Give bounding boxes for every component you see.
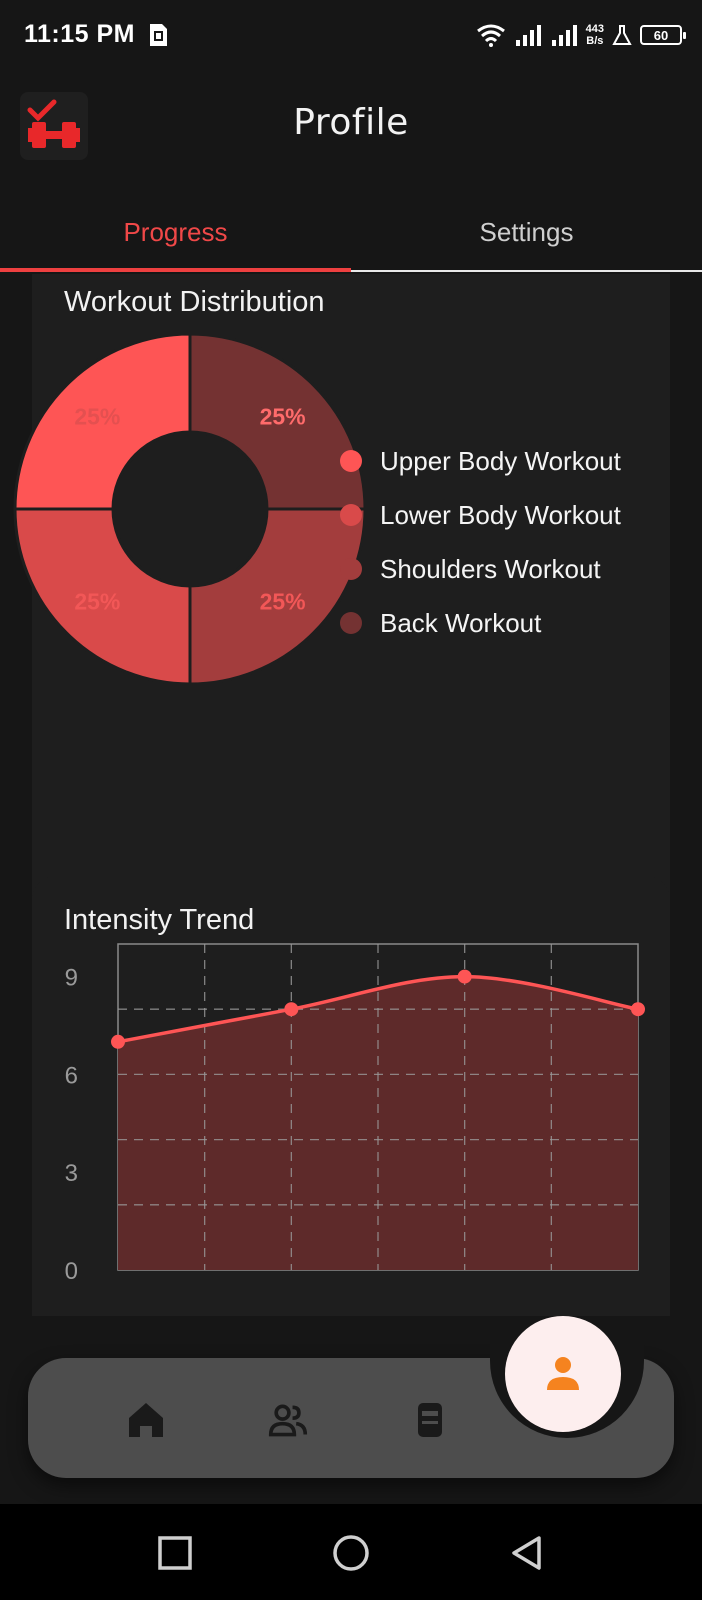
back-triangle-icon[interactable]	[508, 1534, 546, 1572]
community-icon[interactable]	[268, 1400, 308, 1440]
home-circle-icon[interactable]	[332, 1534, 370, 1572]
pie-legend: Upper Body Workout Lower Body Workout Shou…	[340, 434, 660, 650]
recent-apps-icon[interactable]	[156, 1534, 194, 1572]
legend-label: Upper Body Workout	[380, 445, 621, 476]
intensity-point	[457, 969, 472, 984]
pie-slice	[188, 507, 367, 686]
net-speed-unit: B/s	[586, 35, 604, 47]
legend-swatch	[340, 450, 362, 472]
legend-swatch	[340, 558, 362, 580]
y-tick-label: 0	[65, 1258, 78, 1285]
pie-slice-label: 25%	[74, 589, 120, 615]
intensity-line	[117, 974, 639, 1044]
intensity-point	[111, 1034, 125, 1049]
intensity-point	[631, 1002, 645, 1017]
y-tick-label: 9	[65, 965, 78, 992]
profile-nav-button[interactable]	[505, 1316, 621, 1432]
legend-item: Lower Body Workout	[340, 488, 660, 542]
pie-slice-label: 25%	[260, 589, 306, 615]
distribution-title: Workout Distribution	[64, 286, 325, 318]
battery-icon: 60	[640, 25, 686, 45]
system-nav-bar	[0, 1504, 702, 1600]
profile-icon	[547, 1357, 579, 1390]
legend-label: Shoulders Workout	[380, 553, 601, 584]
signal-icon	[551, 25, 577, 46]
wifi-icon	[476, 24, 505, 47]
pie-slice	[13, 507, 192, 686]
home-icon[interactable]	[126, 1400, 166, 1440]
app-header: Profile	[0, 72, 702, 192]
legend-swatch	[340, 612, 362, 634]
net-speed-value: 443	[585, 23, 604, 35]
status-bar: 11:15 PM 443 B/s 60	[0, 0, 702, 72]
active-tab-indicator	[0, 268, 351, 272]
net-speed: 443 B/s	[586, 23, 604, 47]
legend-item: Upper Body Workout	[340, 434, 660, 488]
flask-icon	[612, 25, 632, 45]
tab-bar: Progress Settings	[0, 192, 702, 272]
pie-slice-label: 25%	[260, 403, 306, 429]
status-time: 11:15 PM	[24, 20, 136, 48]
tab-progress[interactable]: Progress	[123, 216, 228, 247]
pie-slice	[13, 332, 192, 511]
page-title: Profile	[293, 102, 409, 143]
y-tick-label: 3	[65, 1160, 78, 1187]
legend-label: Back Workout	[380, 607, 542, 638]
workout-distribution-pie: 25% 25% 25% 25%	[13, 332, 367, 686]
intensity-title: Intensity Trend	[64, 904, 255, 936]
legend-label: Lower Body Workout	[380, 499, 621, 530]
gym-icon[interactable]	[410, 1400, 450, 1440]
intensity-trend-card: Intensity Trend 0 3 6 9	[32, 876, 670, 1316]
legend-item: Back Workout	[340, 596, 660, 650]
tab-settings[interactable]: Settings	[479, 216, 574, 247]
intensity-point	[284, 1002, 299, 1017]
pie-slice	[188, 332, 367, 511]
legend-swatch	[340, 504, 362, 526]
progress-content[interactable]: Workout Distribution 25% 25% 25% 25% Upper …	[0, 274, 702, 1316]
pie-slice-label: 25%	[74, 403, 120, 429]
y-tick-label: 6	[65, 1062, 78, 1089]
signal-icon	[515, 25, 541, 46]
intensity-trend-chart: 0 3 6 9	[65, 943, 645, 1285]
dumbbell-check-logo	[20, 92, 88, 160]
sim-card-icon	[150, 24, 167, 46]
legend-item: Shoulders Workout	[340, 542, 660, 596]
status-icons: 443 B/s 60	[476, 18, 686, 52]
